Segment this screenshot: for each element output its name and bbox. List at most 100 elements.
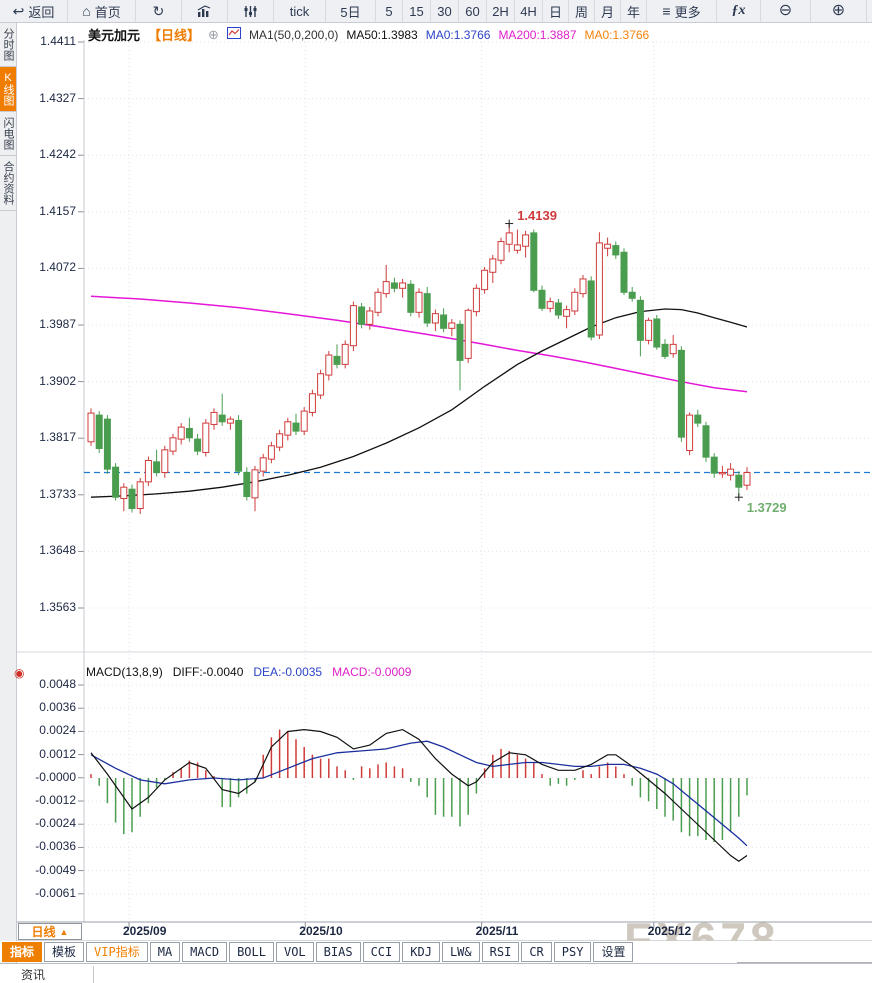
toolbar-button-label: tick [289, 3, 310, 19]
toolbar-button-indicators[interactable] [228, 0, 274, 22]
chart-style-icon [197, 4, 212, 18]
toolbar-button-label: 60 [465, 3, 480, 19]
macd-header: MACD(13,8,9) DIFF:-0.0040 DEA:-0.0035 MA… [86, 665, 411, 679]
sidebar-item-fenshi[interactable]: 分时图 [0, 23, 16, 67]
toolbar-button-back[interactable]: ↩ 返回 [0, 0, 68, 22]
sidebar-item-kline[interactable]: K线图 [0, 67, 16, 112]
period-dropdown[interactable]: 日线 ▲ [18, 923, 82, 940]
refresh-icon: ↻ [152, 3, 165, 19]
price-axis-label: 1.4242 [39, 147, 76, 162]
price-axis-label: 1.3902 [39, 373, 76, 388]
zoom-out-icon: ⊖ [778, 2, 793, 19]
macd-diff-value: DIFF:-0.0040 [172, 665, 244, 679]
price-axis-label: 1.4327 [39, 90, 76, 105]
toolbar-button-tf-month[interactable]: 月 [595, 0, 621, 22]
toolbar-button-zoom-out[interactable]: ⊖ [761, 0, 811, 22]
bottom-tab-moban[interactable]: 模板 [44, 941, 85, 962]
toolbar-button-tf-5d[interactable]: 5日 [326, 0, 376, 22]
macd-axis-label: -0.0061 [35, 885, 76, 900]
toolbar-button-chart-style[interactable] [182, 0, 228, 22]
bottom-tab-cci[interactable]: CCI [362, 941, 401, 962]
toolbar-button-more[interactable]: ≡ 更多 [647, 0, 717, 22]
toolbar-button-tf-tick[interactable]: tick [274, 0, 326, 22]
ma0-value-blue: MA0:1.3766 [425, 27, 491, 42]
macd-axis-label: 0.0012 [39, 746, 76, 761]
home-icon: ⌂ [82, 3, 91, 19]
bottom-tab-lw[interactable]: LW& [441, 941, 480, 962]
news-tab[interactable]: 资讯 [16, 966, 94, 983]
price-axis-label: 1.3563 [39, 600, 76, 614]
toolbar-button-tf-week[interactable]: 周 [569, 0, 595, 22]
price-axis-label: 1.4157 [39, 203, 76, 218]
macd-axis-label: -0.0049 [35, 862, 76, 877]
toolbar-button-zoom-in[interactable]: ⊕ [811, 0, 867, 22]
bottom-tab-rsi[interactable]: RSI [481, 941, 520, 962]
bottom-tab-ma[interactable]: MA [149, 941, 181, 962]
toolbar-button-label: 首页 [94, 4, 121, 20]
macd-title: MACD(13,8,9) [86, 665, 163, 679]
toolbar-button-label: 5日 [340, 4, 361, 20]
macd-dea-value: DEA:-0.0035 [253, 665, 323, 679]
chart-header: 美元加元 【日线】 ⊕ MA1(50,0,200,0) MA50:1.3983 … [88, 25, 649, 44]
toolbar-button-label: 年 [626, 4, 640, 20]
period-label: 【日线】 [148, 28, 201, 43]
toolbar-button-tf-4h[interactable]: 4H [515, 0, 543, 22]
bottom-tab-vip[interactable]: VIP指标 [86, 941, 148, 962]
x-axis-month-label: 2025/12 [647, 924, 692, 938]
toolbar-button-label: 2H [492, 3, 509, 19]
macd-axis-label: -0.0024 [35, 816, 76, 831]
toolbar-button-label: 周 [574, 4, 588, 20]
bottom-tab-bias[interactable]: BIAS [315, 941, 361, 962]
toolbar-button-tf-2h[interactable]: 2H [487, 0, 515, 22]
ma-settings-label: MA1(50,0,200,0) [248, 27, 339, 42]
toolbar-button-tf-30[interactable]: 30 [431, 0, 459, 22]
toolbar-button-label: 返回 [28, 4, 55, 20]
macd-hist-value: MACD:-0.0009 [332, 665, 412, 679]
toolbar-button-tf-5[interactable]: 5 [376, 0, 403, 22]
bottom-tab-shezhi[interactable]: 设置 [593, 941, 634, 962]
toolbar-button-fx[interactable]: ƒx [717, 0, 761, 22]
sidebar-item-shandian[interactable]: 闪电图 [0, 112, 16, 156]
ma0-value-orange: MA0:1.3766 [584, 27, 650, 42]
toolbar-button-tf-year[interactable]: 年 [621, 0, 647, 22]
toolbar-button-label: 15 [409, 3, 424, 19]
bottom-tab-macd[interactable]: MACD [182, 941, 228, 962]
period-dropdown-value: 日线 [31, 925, 56, 939]
bottom-tab-kdj[interactable]: KDJ [402, 941, 440, 962]
chart-preview-icon [226, 27, 241, 42]
macd-axis-label: -0.0012 [35, 793, 76, 807]
bottom-tab-bar: 指标 模板 VIP指标 MA MACD BOLL VOL BIAS CCI KDJ LW& RSI CR… [0, 941, 872, 962]
dropdown-arrow-icon: ▲ [59, 926, 69, 937]
zoom-in-icon: ⊕ [831, 2, 846, 19]
x-axis-month-label: 2025/09 [123, 924, 167, 938]
toolbar-button-label: ƒx [731, 3, 746, 18]
ma50-value: MA50:1.3983 [346, 27, 418, 42]
high-price-annotation: 1.4139 [517, 207, 557, 223]
toolbar-button-label: 30 [437, 3, 452, 19]
symbol-name: 美元加元 [88, 28, 141, 43]
sidebar-item-heyue[interactable]: 合约资料 [0, 156, 16, 211]
left-sidebar: 分时图 K线图 闪电图 合约资料 [0, 23, 17, 963]
toolbar-button-refresh[interactable]: ↻ [136, 0, 182, 22]
toolbar-button-tf-15[interactable]: 15 [403, 0, 431, 22]
indicator-settings-icon[interactable]: ◉ [14, 666, 25, 680]
bottom-tab-vol[interactable]: VOL [275, 941, 314, 962]
toolbar-button-tf-day[interactable]: 日 [543, 0, 569, 22]
macd-axis-label: -0.0036 [35, 839, 76, 854]
macd-axis-label: -0.0000 [35, 769, 76, 784]
toolbar-button-label: 更多 [674, 4, 701, 20]
toolbar-button-home[interactable]: ⌂ 首页 [68, 0, 136, 22]
macd-axis-label: 0.0024 [39, 723, 76, 738]
toolbar-button-label: 月 [600, 4, 614, 20]
price-axis-label: 1.3817 [39, 430, 76, 445]
bottom-tab-cr[interactable]: CR [521, 941, 552, 962]
back-icon: ↩ [12, 3, 25, 19]
add-indicator-icon[interactable]: ⊕ [208, 26, 219, 42]
macd-axis-label: 0.0036 [39, 700, 76, 715]
bottom-tab-zhibiao[interactable]: 指标 [2, 941, 43, 962]
toolbar-button-tf-60[interactable]: 60 [459, 0, 487, 22]
x-axis-month-label: 2025/11 [475, 924, 519, 938]
bottom-tab-psy[interactable]: PSY [553, 941, 592, 962]
bottom-tab-boll[interactable]: BOLL [229, 941, 274, 962]
